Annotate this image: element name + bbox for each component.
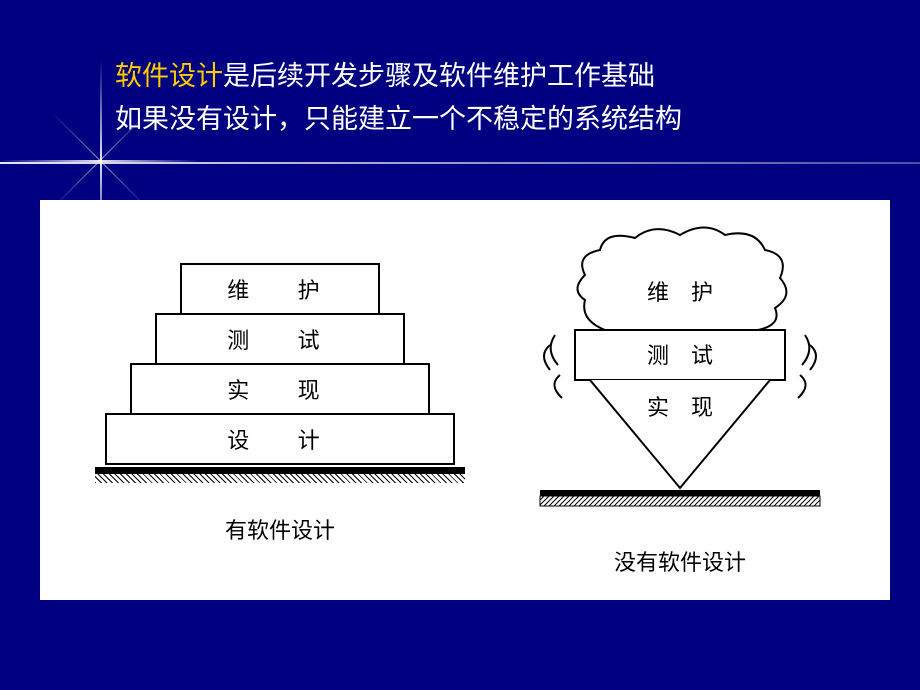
layer-label: 实 现	[227, 373, 333, 405]
pyramid-layer: 设 计	[105, 413, 455, 465]
right-unstable: 维 护 测 试 实 现 没有软件设计	[510, 220, 850, 577]
unstable-svg: 维 护 测 试 实 现	[510, 220, 850, 530]
box-label: 测 试	[647, 343, 713, 368]
title-highlight: 软件设计	[115, 61, 223, 91]
wobble-arc	[810, 345, 816, 370]
pyramid-layer: 测 试	[155, 313, 405, 365]
left-caption: 有软件设计	[95, 513, 465, 545]
diagram-panel: 维 护 测 试 实 现 设 计 有软件设计 维 护 测 试 实 现	[40, 200, 890, 600]
layer-label: 设 计	[227, 423, 333, 455]
title-line2: 如果没有设计，只能建立一个不稳定的系统结构	[115, 104, 682, 134]
base-top	[540, 490, 820, 496]
layer-label: 测 试	[227, 323, 333, 355]
title-line1-rest: 是后续开发步骤及软件维护工作基础	[223, 61, 655, 91]
wobble-arc	[544, 345, 550, 370]
triangle-label: 实 现	[647, 395, 713, 420]
pyramid-base	[95, 467, 465, 483]
cloud-label: 维 护	[647, 280, 713, 305]
left-pyramid: 维 护 测 试 实 现 设 计 有软件设计	[95, 265, 465, 545]
pyramid-layer: 维 护	[180, 263, 380, 315]
layer-label: 维 护	[227, 273, 333, 305]
cloud-shape	[578, 228, 787, 331]
wobble-arc	[551, 335, 558, 365]
right-caption: 没有软件设计	[510, 545, 850, 577]
horizontal-divider	[0, 162, 920, 164]
wobble-arc	[798, 375, 806, 398]
wobble-arc	[554, 375, 562, 398]
pyramid-layer: 实 现	[130, 363, 430, 415]
base-hatch	[540, 496, 820, 506]
slide-title: 软件设计是后续开发步骤及软件维护工作基础 如果没有设计，只能建立一个不稳定的系统…	[115, 55, 682, 141]
wobble-arc	[802, 335, 809, 365]
